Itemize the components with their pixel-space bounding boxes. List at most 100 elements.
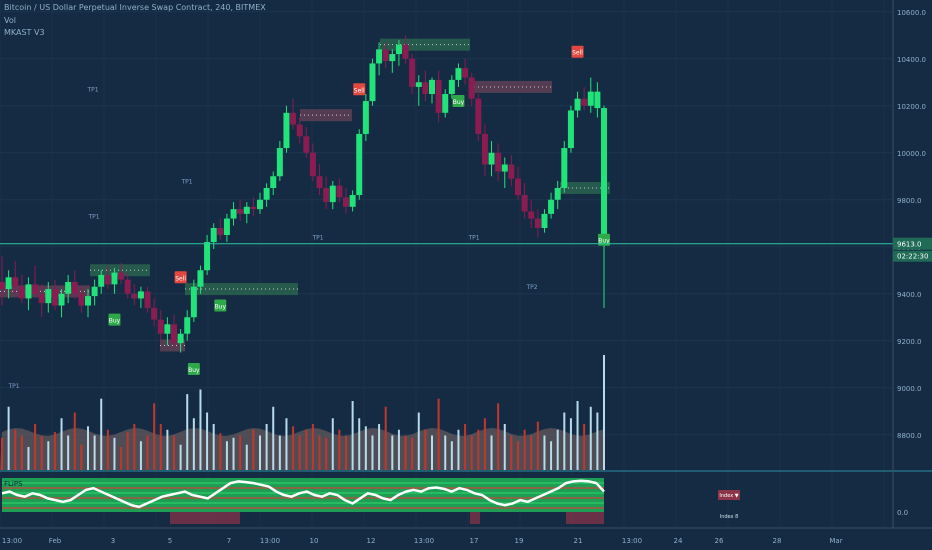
volume-bar xyxy=(139,441,142,470)
volume-bar xyxy=(212,424,215,470)
volume-bar xyxy=(378,424,381,470)
candle-body xyxy=(25,284,32,299)
volume-bar xyxy=(523,429,526,470)
volume-bar xyxy=(596,412,599,470)
candle-body xyxy=(475,98,482,134)
candle-body xyxy=(349,195,356,207)
sell-tag-label: Sell xyxy=(175,275,186,282)
time-tick: 12 xyxy=(367,537,376,545)
candle-body xyxy=(18,286,25,299)
volume-bar xyxy=(179,444,182,470)
volume-bar xyxy=(457,429,460,470)
volume-bar xyxy=(576,401,579,470)
candle-body xyxy=(131,293,138,299)
volume-average-band xyxy=(0,428,604,470)
candle-body xyxy=(429,79,435,94)
candle-body xyxy=(528,211,535,219)
volume-bar xyxy=(93,435,96,470)
candle-body xyxy=(488,152,495,165)
candle-body xyxy=(362,101,369,134)
volume-bar xyxy=(556,429,559,470)
indicator-main-label: MKAST V3 xyxy=(4,28,45,37)
candle-body xyxy=(336,185,343,198)
candle-body xyxy=(65,282,72,294)
candle-body xyxy=(204,242,211,271)
candle-body xyxy=(448,79,455,94)
volume-bar xyxy=(206,412,209,470)
volume-bar xyxy=(338,429,341,470)
candle-body xyxy=(508,164,515,179)
candle-body xyxy=(601,108,607,244)
volume-bar xyxy=(444,435,447,470)
osc-indicator-label: FLiPS xyxy=(4,480,23,488)
volume-bar xyxy=(417,412,420,470)
candle-body xyxy=(495,152,502,172)
time-tick: 13:00 xyxy=(622,537,642,545)
candle-body xyxy=(581,98,588,106)
time-tick: 26 xyxy=(715,537,724,545)
volume-bar xyxy=(232,437,235,470)
volume-bar xyxy=(159,424,162,470)
candle-body xyxy=(395,44,402,55)
volume-bar xyxy=(583,424,586,470)
volume-bar xyxy=(186,394,189,470)
volume-bar xyxy=(490,435,493,470)
volume-bar xyxy=(87,426,89,470)
volume-bar xyxy=(470,435,473,470)
volume-bar xyxy=(126,432,129,470)
time-tick: 3 xyxy=(111,537,115,545)
volume-bar xyxy=(517,441,519,470)
candle-body xyxy=(554,188,561,200)
candle-body xyxy=(521,195,528,212)
countdown-label: 02:22:30 xyxy=(897,253,928,261)
sell-tag-label: Sell xyxy=(572,50,583,57)
candle-body xyxy=(78,293,85,306)
sell-tag xyxy=(571,45,584,58)
candles xyxy=(0,35,607,353)
volume-bar xyxy=(34,424,37,470)
volume-bar xyxy=(272,406,275,470)
price-tick: 9800.0 xyxy=(897,197,922,205)
candle-body xyxy=(5,277,12,290)
volume-bar xyxy=(73,412,76,470)
candle-body xyxy=(32,284,39,294)
time-tick: 24 xyxy=(674,537,683,545)
candle-body xyxy=(594,91,601,109)
volume-bar xyxy=(530,435,533,470)
time-tick: 28 xyxy=(773,537,782,545)
time-tick: 13:00 xyxy=(260,537,280,545)
candle-body xyxy=(561,148,568,188)
volume-bar xyxy=(404,435,407,470)
volume-bar xyxy=(67,435,70,470)
candle-body xyxy=(541,213,548,228)
candle-body xyxy=(369,63,376,102)
symbol-title: Bitcoin / US Dollar Perpetual Inverse Sw… xyxy=(4,3,266,12)
candle-body xyxy=(468,77,475,99)
volume-bar xyxy=(113,437,116,470)
tp2-label: TP2 xyxy=(525,284,537,291)
volume-bar xyxy=(397,429,400,470)
volume-bar xyxy=(1,437,3,470)
candle-body xyxy=(157,319,164,334)
candle-body xyxy=(151,307,158,320)
volume-bar xyxy=(431,435,433,470)
candle-body xyxy=(303,136,310,153)
volume-bar xyxy=(318,435,321,470)
volume-bar xyxy=(173,435,175,470)
volume-bar xyxy=(259,435,261,470)
volume-bar xyxy=(199,389,202,470)
tp1-label: TP1 xyxy=(87,214,99,221)
volume-bar xyxy=(464,424,467,470)
volume-bar xyxy=(331,418,334,470)
volume-bar xyxy=(285,418,288,470)
volume-bar xyxy=(166,429,169,470)
candle-body xyxy=(164,324,171,334)
candle-body xyxy=(276,148,283,177)
volume-bar xyxy=(371,435,374,470)
buy-tag-label: Buy xyxy=(453,99,465,106)
volume-bar xyxy=(252,429,255,470)
volume-bar xyxy=(603,355,605,470)
osc-tick: 0.0 xyxy=(897,509,908,517)
candle-body xyxy=(415,82,422,87)
